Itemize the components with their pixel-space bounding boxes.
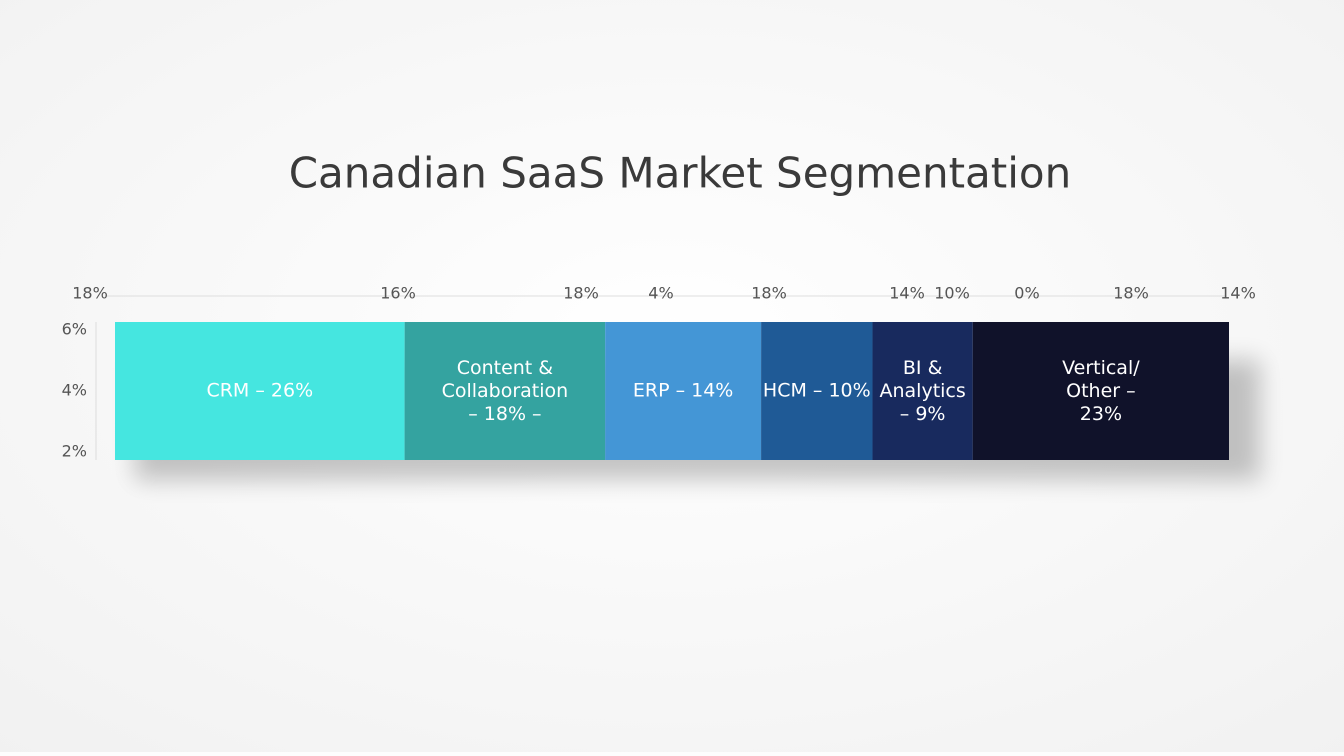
top-label: 16%: [380, 284, 416, 303]
top-label: 14%: [889, 284, 925, 303]
bar-segment: [404, 322, 606, 460]
bar-segment: [115, 322, 405, 460]
top-label: 0%: [1014, 284, 1039, 303]
left-label: 4%: [62, 381, 87, 400]
chart-title: Canadian SaaS Market Segmentation: [289, 149, 1072, 198]
segment-label: ERP – 14%: [633, 380, 733, 402]
top-label: 14%: [1220, 284, 1256, 303]
top-label: 18%: [563, 284, 599, 303]
bar-segment: [872, 322, 973, 460]
left-label: 2%: [62, 442, 87, 461]
left-label: 6%: [62, 320, 87, 339]
bar-segment: [605, 322, 762, 460]
top-label: 4%: [648, 284, 673, 303]
top-label: 18%: [72, 284, 108, 303]
segment-label: HCM – 10%: [763, 380, 871, 402]
top-label: 10%: [934, 284, 970, 303]
segment-label: Vertical/Other –23%: [1062, 357, 1140, 425]
top-label: 18%: [1113, 284, 1149, 303]
bar-segment: [972, 322, 1229, 460]
segment-label: Content & Collaboration – 18% –: [442, 357, 569, 425]
top-label: 18%: [751, 284, 787, 303]
segment-label: CRM – 26%: [206, 380, 313, 402]
segment-label: BI & Analytics – 9%: [880, 357, 966, 425]
bar-segment: [761, 322, 873, 460]
